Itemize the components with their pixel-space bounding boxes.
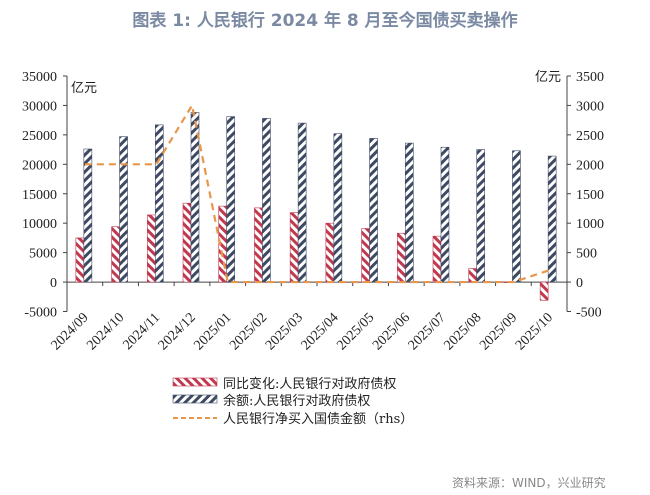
x-tick-label: 2025/10 xyxy=(513,310,556,353)
x-tick-label: 2025/06 xyxy=(370,310,413,353)
x-tick-label: 2025/08 xyxy=(441,310,484,353)
left-tick-label: 5000 xyxy=(29,247,57,262)
source-note: 资料来源：WIND，兴业研究 xyxy=(452,476,606,490)
legend-label-line: 人民银行净买入国债金额（rhs） xyxy=(223,411,413,427)
right-tick-label: 2000 xyxy=(576,158,604,173)
chart-title: 图表 1: 人民银行 2024 年 8 月至今国债买卖操作 xyxy=(132,11,518,31)
bar-yoy-change xyxy=(396,232,406,283)
bar-balance xyxy=(440,146,450,283)
bar-yoy-change xyxy=(539,281,549,301)
x-tick-label: 2025/07 xyxy=(406,310,449,353)
bar-balance xyxy=(190,112,200,283)
bar-yoy-change xyxy=(325,222,335,283)
right-tick-label: 500 xyxy=(576,247,597,262)
left-axis-unit: 亿元 xyxy=(71,81,97,96)
bar-balance xyxy=(404,142,414,283)
bar-balance xyxy=(547,155,557,283)
bar-balance xyxy=(83,148,93,283)
right-tick-label: 1500 xyxy=(576,188,604,203)
line-net-purchase xyxy=(84,102,550,284)
bar-balance xyxy=(333,133,343,283)
right-tick-label: 2500 xyxy=(576,129,604,144)
left-tick-label: 20000 xyxy=(22,158,57,173)
right-axis-unit: 亿元 xyxy=(535,70,561,85)
x-tick-label: 2025/02 xyxy=(227,310,270,353)
bar-balance xyxy=(297,122,307,283)
x-tick-label: 2024/11 xyxy=(120,310,163,353)
right-tick-label: 1000 xyxy=(576,217,604,232)
x-tick-label: 2025/05 xyxy=(334,310,377,353)
bar-balance xyxy=(119,136,128,283)
bar-yoy-change xyxy=(111,226,120,283)
right-tick-label: 3500 xyxy=(576,70,604,85)
bar-yoy-change xyxy=(432,235,442,283)
bar-yoy-change xyxy=(289,212,299,283)
left-tick-label: 35000 xyxy=(22,70,57,85)
right-tick-label: -500 xyxy=(576,306,602,321)
left-tick-label: 15000 xyxy=(22,188,57,203)
legend-label-yoy: 同比变化:人民银行对政府债权 xyxy=(223,376,396,392)
bar-yoy-change xyxy=(75,237,85,283)
bar-yoy-change xyxy=(254,207,263,283)
left-tick-label: 0 xyxy=(50,276,57,291)
left-tick-label: 10000 xyxy=(22,217,57,232)
x-tick-label: 2025/03 xyxy=(263,310,306,353)
bar-balance xyxy=(154,124,164,283)
legend-label-balance: 余额:人民银行对政府债权 xyxy=(223,393,370,409)
right-tick-label: 3000 xyxy=(576,99,604,114)
left-tick-label: 25000 xyxy=(22,129,57,144)
bar-yoy-change xyxy=(146,214,156,283)
x-tick-label: 2024/10 xyxy=(84,310,127,353)
legend-swatch-yoy xyxy=(172,377,218,387)
x-tick-label: 2025/04 xyxy=(299,310,342,353)
x-tick-label: 2025/09 xyxy=(477,310,520,353)
left-tick-label: 30000 xyxy=(22,99,57,114)
bar-yoy-change xyxy=(361,228,370,283)
x-tick-label: 2024/12 xyxy=(156,310,199,353)
bar-balance xyxy=(226,116,236,283)
x-tick-label: 2025/01 xyxy=(191,310,234,353)
left-tick-label: -5000 xyxy=(24,306,57,321)
bar-yoy-change xyxy=(468,268,478,283)
right-tick-label: 0 xyxy=(576,276,583,291)
bar-yoy-change xyxy=(182,202,192,283)
bar-balance xyxy=(476,149,486,283)
bar-balance xyxy=(262,118,271,283)
legend-swatch-balance xyxy=(172,394,218,404)
bar-balance xyxy=(512,150,521,283)
bar-balance xyxy=(369,138,378,283)
